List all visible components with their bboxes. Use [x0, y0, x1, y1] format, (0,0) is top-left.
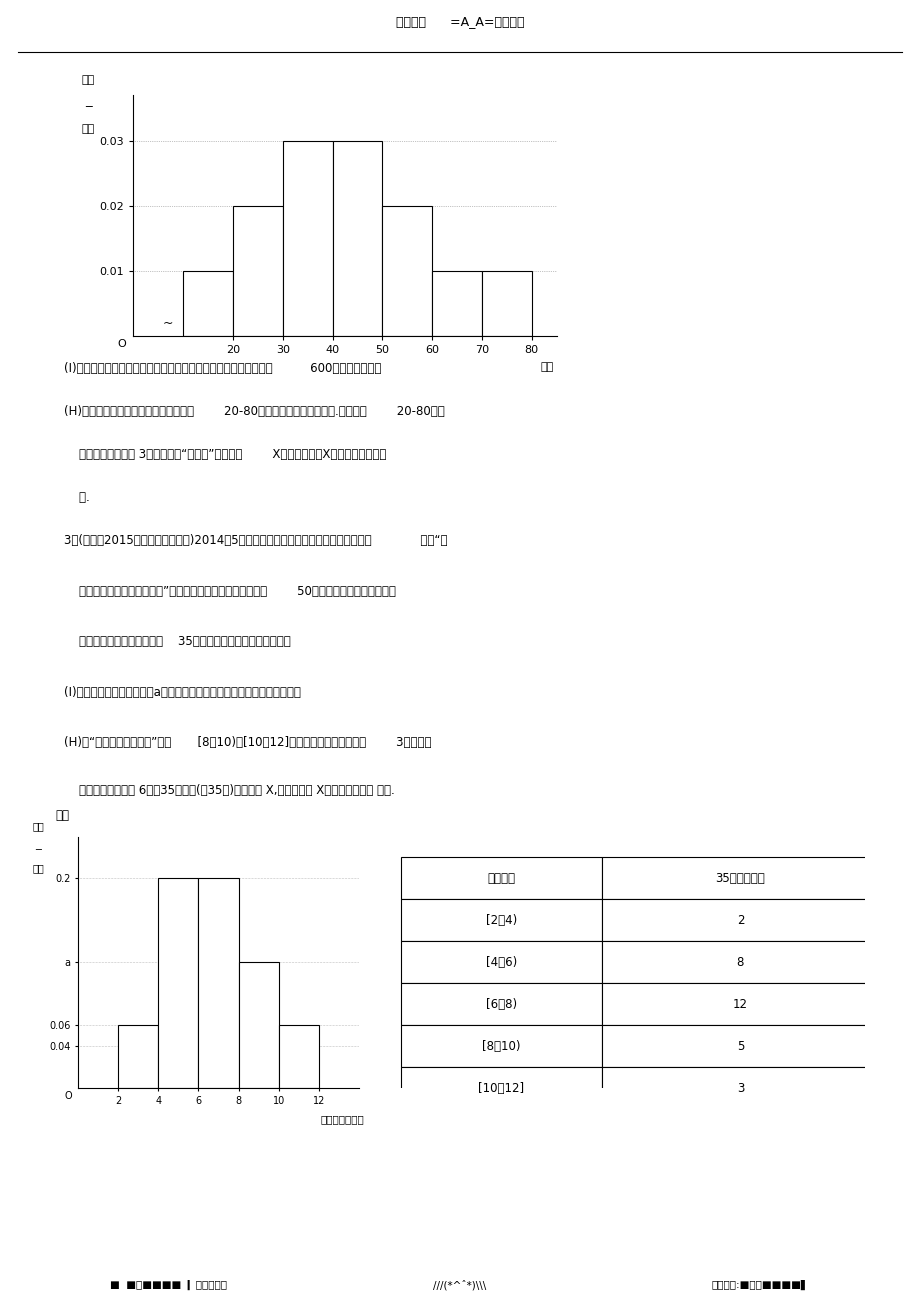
Text: (H)将上述人口分布的频率视为该城市在        20-80年龄段的人口分布的概率.从该城市        20-80年龄: (H)将上述人口分布的频率视为该城市在 20-80年龄段的人口分布的概率.从该城…	[64, 405, 445, 418]
Text: (I)若每一组数据的平均値用该区间中点値来代替，试估算所调查的          600人的平均年龄；: (I)若每一组数据的平均値用该区间中点値来代替，试估算所调查的 600人的平均年…	[64, 362, 381, 375]
Text: [8，10): [8，10)	[482, 1040, 520, 1053]
Text: ─: ─	[35, 846, 41, 855]
Text: ■  ■・■■■■  ▎镬点亮心灯: ■ ■・■■■■ ▎镬点亮心灯	[110, 1280, 227, 1290]
Text: [10，12]: [10，12]	[478, 1081, 524, 1095]
Text: 年龄: 年龄	[539, 362, 552, 373]
Text: (H)从“能接受的最高票价”落在       [8，10)，[10，12]的被调查者中各随机选取        3人进行追: (H)从“能接受的最高票价”落在 [8，10)，[10，12]的被调查者中各随机…	[64, 736, 431, 749]
Bar	[382, 206, 432, 336]
Bar	[401, 857, 601, 899]
Bar	[278, 1025, 318, 1088]
Bar	[601, 899, 879, 941]
Bar	[199, 878, 238, 1088]
Bar	[601, 857, 879, 899]
Bar	[482, 271, 531, 336]
Text: [6，8): [6，8)	[485, 998, 516, 1011]
Bar	[432, 271, 482, 336]
Text: ///(*^ˆ*)\\\: ///(*^ˆ*)\\\	[433, 1280, 486, 1290]
Text: 能接受的最高票价是多少？”这个问题，在某地铁站口随机对        50人进行调查，调查数据的频: 能接受的最高票价是多少？”这个问题，在某地铁站口随机对 50人进行调查，调查数据…	[64, 585, 396, 598]
Bar	[282, 141, 332, 336]
Text: [4，6): [4，6)	[485, 956, 516, 968]
Bar	[401, 941, 601, 984]
Text: 照亮人生:■・・■■■■▌: 照亮人生:■・・■■■■▌	[711, 1280, 809, 1290]
Bar	[401, 1067, 601, 1109]
Bar	[401, 1025, 601, 1067]
Text: O: O	[64, 1091, 72, 1101]
Bar	[601, 984, 879, 1025]
Bar	[601, 1067, 879, 1109]
Bar	[238, 962, 278, 1088]
Text: 最高票价: 最高票价	[487, 872, 515, 885]
Text: 35岁以下人数: 35岁以下人数	[715, 872, 765, 885]
Text: ~: ~	[163, 317, 174, 330]
Text: 3、(大兴区2015届高三上学期期末)2014年5月，北京市提出地铁分段计价的相关意见，             针对“你: 3、(大兴区2015届高三上学期期末)2014年5月，北京市提出地铁分段计价的相…	[64, 534, 448, 547]
Bar	[233, 206, 282, 336]
Text: 3: 3	[736, 1081, 743, 1095]
Text: [2，4): [2，4)	[485, 913, 516, 926]
Text: 5: 5	[736, 1040, 743, 1053]
Bar	[601, 941, 879, 984]
Bar	[401, 984, 601, 1025]
Bar	[158, 878, 199, 1088]
Text: 频率: 频率	[32, 821, 44, 831]
Text: (I)根据频率分布直方图，求a的値，并估计众数，说明此众数的实际意义；: (I)根据频率分布直方图，求a的値，并估计众数，说明此众数的实际意义；	[64, 685, 301, 698]
Text: 组距: 组距	[32, 863, 44, 873]
Bar	[332, 141, 382, 336]
Text: 频率: 频率	[55, 809, 69, 821]
Text: 最高票价（元）: 最高票价（元）	[321, 1114, 364, 1124]
Text: 望.: 望.	[64, 491, 90, 504]
Text: 组距: 组距	[82, 124, 95, 134]
Bar	[119, 1025, 158, 1088]
Text: 12: 12	[732, 998, 747, 1011]
Text: 频率: 频率	[82, 76, 95, 85]
Text: 2: 2	[736, 913, 743, 926]
Bar	[401, 899, 601, 941]
Text: 精诚凝聚      =A_A=成就梦想: 精诚凝聚 =A_A=成就梦想	[395, 14, 524, 27]
Text: O: O	[117, 340, 126, 349]
Text: 率分布直方图及被调查者中    35岁以下的人数与统计结果如下；: 率分布直方图及被调查者中 35岁以下的人数与统计结果如下；	[64, 635, 290, 648]
Text: 8: 8	[736, 956, 743, 968]
Bar	[601, 1025, 879, 1067]
Text: ─: ─	[85, 102, 92, 111]
Bar	[183, 271, 233, 336]
Text: 踪调查，记选中的 6人中35岁以上(含35岁)的人数为 X,求随机变量 X的分布列及数学 期望.: 踪调查，记选中的 6人中35岁以上(含35岁)的人数为 X,求随机变量 X的分布…	[64, 783, 395, 796]
Text: 段市民中随机抽取 3人，记抜到“老年人”的人数为        X，求随机变量X的分布列和数学期: 段市民中随机抽取 3人，记抜到“老年人”的人数为 X，求随机变量X的分布列和数学…	[64, 448, 386, 461]
